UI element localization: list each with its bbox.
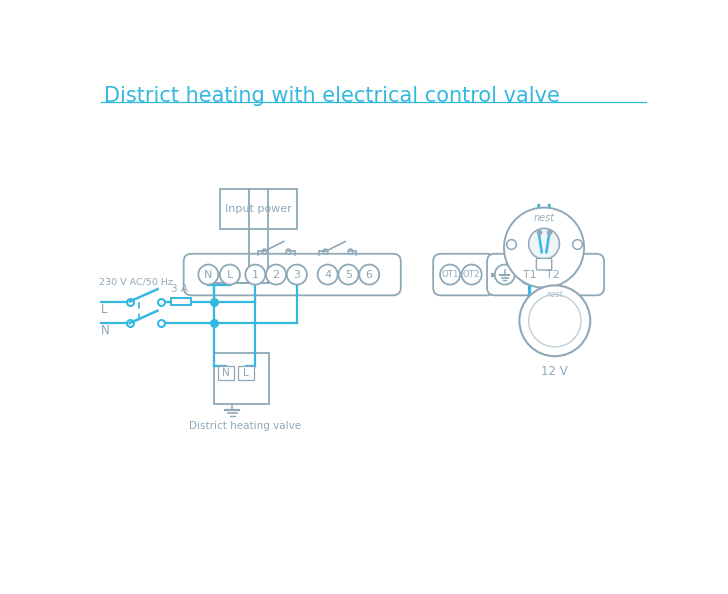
FancyBboxPatch shape [537, 258, 552, 270]
Text: T2: T2 [546, 270, 561, 280]
Text: 3 A: 3 A [170, 284, 188, 294]
Text: 1: 1 [252, 270, 258, 280]
Text: OT2: OT2 [463, 270, 480, 279]
Text: L: L [226, 270, 233, 280]
FancyBboxPatch shape [183, 254, 401, 295]
Text: N: N [222, 368, 230, 378]
Text: 2: 2 [272, 270, 280, 280]
Circle shape [359, 264, 379, 285]
Text: T1: T1 [523, 270, 537, 280]
Circle shape [495, 264, 515, 285]
Text: OT1: OT1 [441, 270, 459, 279]
Circle shape [287, 264, 307, 285]
Text: 5: 5 [345, 270, 352, 280]
Circle shape [245, 264, 265, 285]
Circle shape [543, 264, 563, 285]
Text: nest: nest [547, 290, 563, 299]
Text: 6: 6 [365, 270, 373, 280]
Circle shape [519, 264, 539, 285]
Circle shape [519, 285, 590, 356]
Circle shape [198, 264, 218, 285]
Text: 4: 4 [324, 270, 331, 280]
Circle shape [462, 264, 482, 285]
Text: nest: nest [534, 213, 555, 223]
Text: District heating valve: District heating valve [189, 421, 301, 431]
Text: L: L [243, 368, 249, 378]
Text: Input power: Input power [225, 204, 292, 214]
FancyBboxPatch shape [433, 254, 495, 295]
Text: 12 V: 12 V [542, 365, 568, 378]
Circle shape [339, 264, 358, 285]
FancyBboxPatch shape [214, 353, 269, 404]
Text: N: N [100, 324, 109, 337]
FancyBboxPatch shape [487, 254, 604, 295]
Circle shape [529, 228, 559, 259]
Circle shape [529, 295, 581, 347]
FancyBboxPatch shape [170, 298, 191, 305]
Circle shape [504, 207, 584, 287]
FancyBboxPatch shape [218, 366, 234, 380]
Text: 230 V AC/50 Hz: 230 V AC/50 Hz [99, 277, 173, 286]
Text: 3: 3 [293, 270, 301, 280]
Circle shape [220, 264, 240, 285]
Text: District heating with electrical control valve: District heating with electrical control… [103, 86, 560, 106]
FancyBboxPatch shape [220, 189, 297, 229]
Circle shape [317, 264, 338, 285]
Text: N: N [204, 270, 213, 280]
Circle shape [266, 264, 286, 285]
FancyBboxPatch shape [238, 366, 254, 380]
Circle shape [440, 264, 460, 285]
Text: L: L [100, 303, 107, 315]
